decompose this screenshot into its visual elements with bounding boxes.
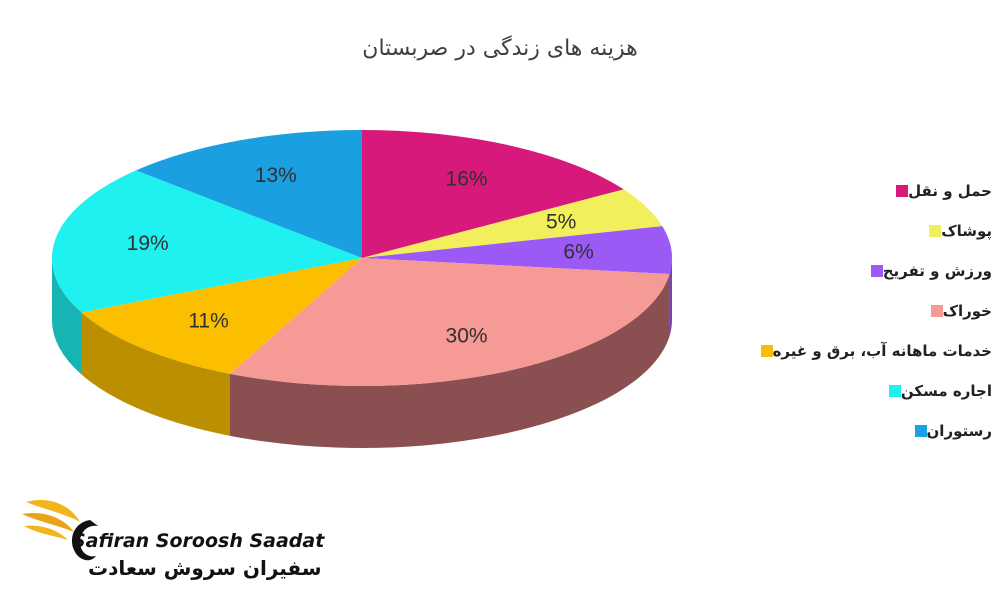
logo-wing-icon <box>22 500 98 561</box>
legend-label: رستوران <box>926 422 993 440</box>
legend-swatch <box>929 225 942 237</box>
pie-labels: 16% 5% 6% 30% 11% 19% 13% <box>127 164 594 348</box>
pie-slice-4 <box>230 258 670 386</box>
legend-item-1: حمل و نقل <box>888 182 992 200</box>
legend-swatch <box>930 305 943 317</box>
legend-item-7: رستوران <box>907 422 993 440</box>
legend-swatch <box>896 185 909 197</box>
pie-side-5 <box>81 312 231 436</box>
pie-slice-1 <box>362 130 624 258</box>
data-label-4: 30% <box>446 325 488 348</box>
legend-swatch <box>760 345 773 357</box>
legend-label: اجاره مسکن <box>900 382 992 400</box>
data-label-6: 19% <box>127 232 169 255</box>
legend-swatch <box>914 425 927 437</box>
data-label-3: 6% <box>563 240 593 263</box>
legend-item-6: اجاره مسکن <box>881 382 992 400</box>
legend-label: ورزش و تفریح <box>882 262 992 280</box>
data-label-7: 13% <box>255 164 297 187</box>
legend-item-4: خوراک <box>923 302 992 320</box>
legend-swatch <box>888 385 901 397</box>
data-label-1: 16% <box>446 167 488 190</box>
pie-slice-7 <box>136 130 362 258</box>
data-label-2: 5% <box>546 210 576 233</box>
logo-persian-text: سفیران سروش سعادت <box>88 556 322 580</box>
legend-item-2: پوشاک <box>921 222 992 240</box>
pie-slice-6 <box>52 170 363 313</box>
chart-title: هزینه های زندگی در صربستان <box>362 36 638 61</box>
pie-slice-2 <box>362 189 663 258</box>
legend-item-3: ورزش و تفریح <box>863 262 992 280</box>
pie-tops <box>52 130 672 386</box>
legend-item-5: خدمات ماهانه آب، برق و غیره <box>753 342 992 360</box>
pie-side-3 <box>669 258 672 337</box>
pie-sides <box>52 258 672 448</box>
pie-slice-3 <box>362 226 672 275</box>
legend-label: خوراک <box>942 302 992 320</box>
legend-swatch <box>870 265 883 277</box>
data-label-5: 11% <box>188 309 228 332</box>
pie-side-4 <box>230 274 670 448</box>
legend-label: خدمات ماهانه آب، برق و غیره <box>772 342 992 360</box>
legend-label: پوشاک <box>941 222 992 240</box>
pie-side-6 <box>52 258 82 375</box>
legend-label: حمل و نقل <box>908 182 992 200</box>
pie-slice-5 <box>81 258 363 374</box>
logo-latin-text: Safiran Soroosh Saadat <box>72 530 325 552</box>
